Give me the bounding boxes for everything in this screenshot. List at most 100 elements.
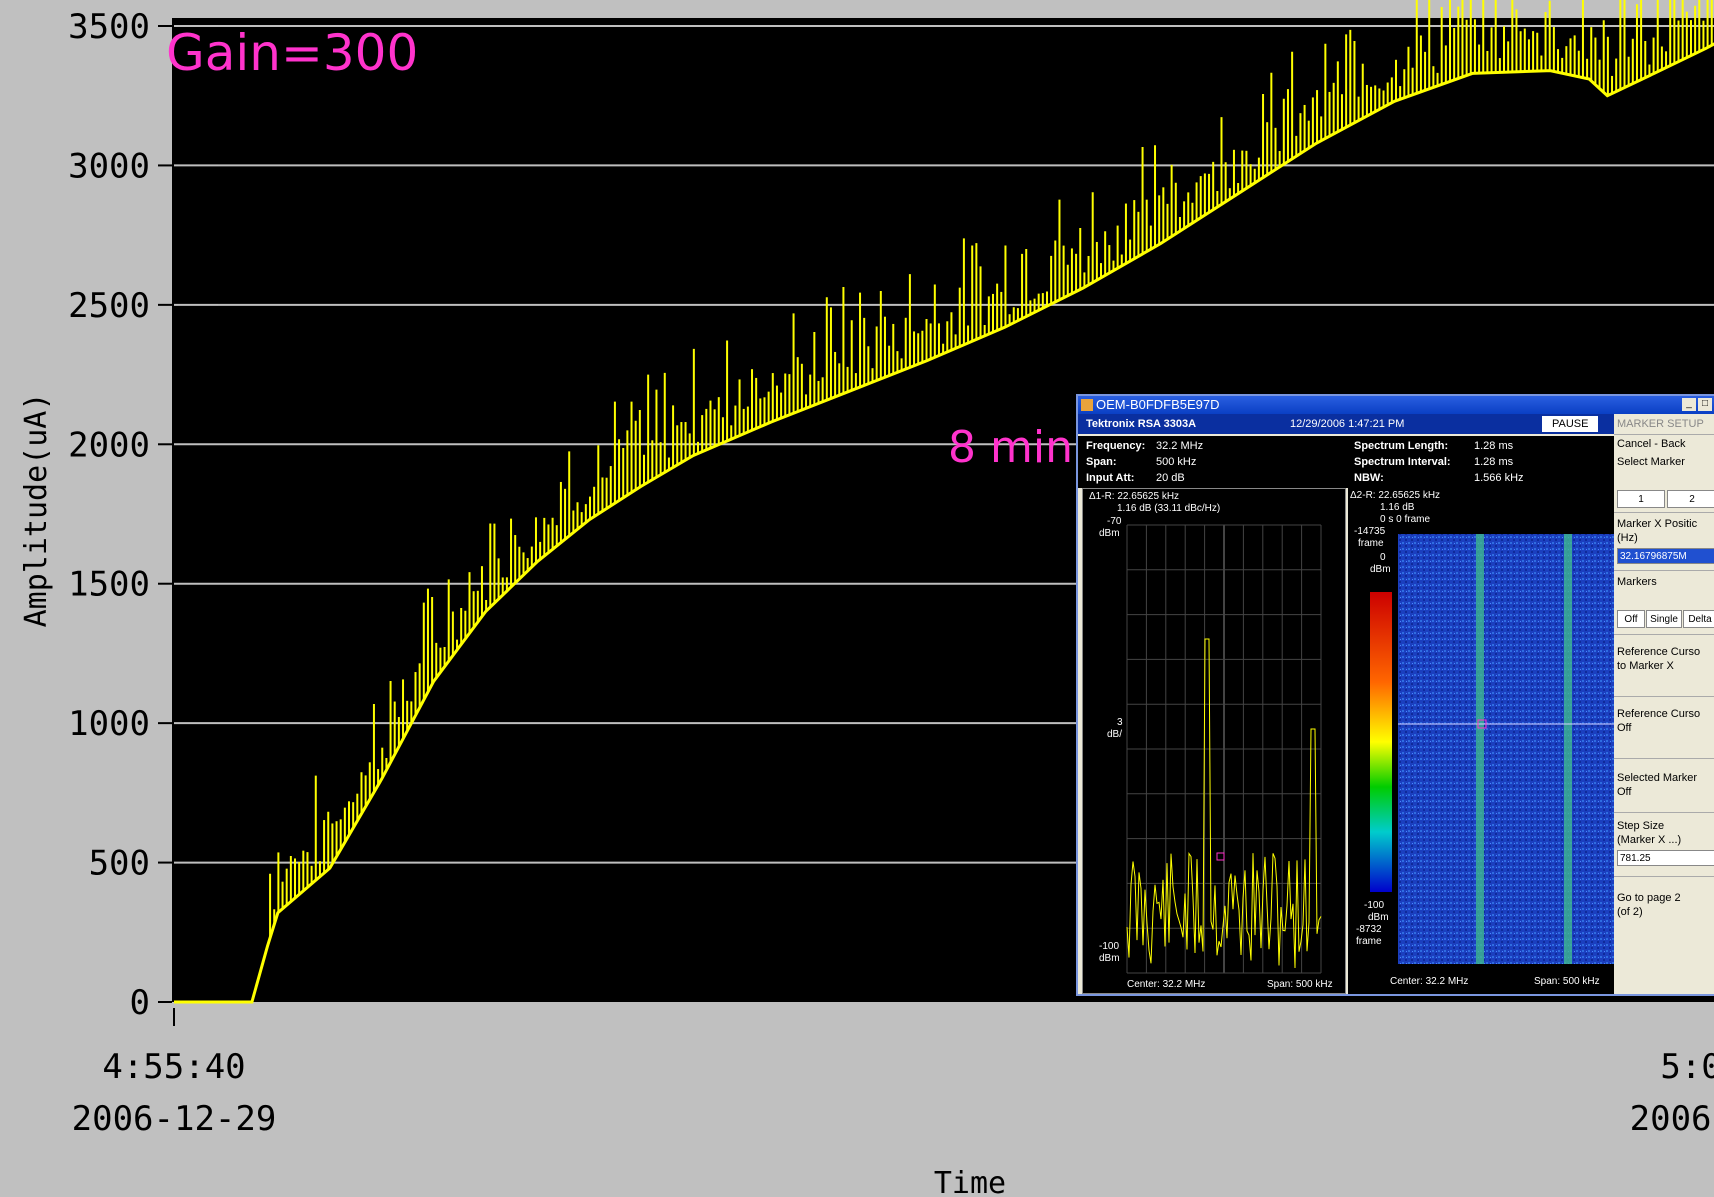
menu-separator	[1614, 512, 1714, 513]
spectrogram-level-top: 0	[1380, 552, 1386, 563]
y-tick-label: 2500	[68, 286, 150, 326]
spectrogram-marker-readout-1: Δ2-R: 22.65625 kHz	[1350, 490, 1441, 501]
menu-separator	[1614, 812, 1714, 813]
spectrogram-frame-bottom-unit: frame	[1356, 936, 1382, 947]
inset-titlebar: OEM-B0FDFB5E97D _ □	[1078, 396, 1714, 414]
time-annotation: 8 min	[948, 422, 1073, 473]
spectrum-plot	[1126, 524, 1322, 974]
spectrum-trace	[1126, 638, 1322, 969]
menu-separator	[1614, 876, 1714, 877]
step-size-field[interactable]: 781.25	[1617, 850, 1714, 866]
menu-header: MARKER SETUP	[1614, 414, 1714, 435]
spectrogram-plot	[1370, 534, 1614, 964]
spectrum-center: Center: 32.2 MHz	[1127, 979, 1206, 990]
info-spectrum-interval-value: 1.28 ms	[1474, 456, 1514, 468]
markers-single-button[interactable]: Single	[1646, 610, 1682, 628]
x-axis-title: Time	[934, 1166, 1006, 1197]
info-input-att-key: Input Att:	[1086, 472, 1135, 484]
info-spectrum-interval-key: Spectrum Interval:	[1354, 456, 1451, 468]
spectrogram-frame-bottom: -8732	[1356, 924, 1382, 935]
instrument-datetime: 12/29/2006 1:47:21 PM	[1290, 418, 1405, 430]
spectrum-top-unit: dBm	[1099, 528, 1120, 539]
minimize-icon[interactable]: _	[1682, 398, 1696, 411]
spectrum-marker-readout-1: Δ1-R: 22.65625 kHz	[1089, 491, 1180, 502]
info-input-att-value: 20 dB	[1156, 472, 1185, 484]
menu-separator	[1614, 570, 1714, 571]
spectrogram-signal-line-1	[1476, 534, 1484, 964]
marker-setup-menu: MARKER SETUP Cancel - Back Select Marker…	[1614, 414, 1714, 994]
menu-separator	[1614, 696, 1714, 697]
go-to-page-button[interactable]: Go to page 2	[1617, 892, 1681, 904]
spectrum-marker	[1216, 852, 1225, 861]
y-axis: 0 500 1000 1500 2000 2500 3000 3500	[68, 7, 172, 1023]
y-tick-label: 1500	[68, 565, 150, 605]
markers-label: Markers	[1617, 576, 1657, 588]
select-marker-label: Select Marker	[1617, 456, 1685, 468]
x-tick-time-label: 5:05:40	[1660, 1047, 1714, 1087]
selected-marker-button[interactable]: Selected Marker	[1617, 772, 1698, 784]
info-nbw-key: NBW:	[1354, 472, 1384, 484]
info-nbw-value: 1.566 kHz	[1474, 472, 1524, 484]
spectrum-scale: 3	[1117, 717, 1123, 728]
y-tick-label: 0	[130, 983, 150, 1023]
spectrogram-level-bottom-unit: dBm	[1368, 912, 1389, 923]
spectrum-marker-readout-2: 1.16 dB (33.11 dBc/Hz)	[1117, 503, 1221, 514]
markers-off-button[interactable]: Off	[1617, 610, 1645, 628]
reference-cursor-off-sub: Off	[1617, 722, 1632, 734]
info-spectrum-length-key: Spectrum Length:	[1354, 440, 1449, 452]
y-tick-label: 1000	[68, 704, 150, 744]
info-frequency-value: 32.2 MHz	[1156, 440, 1204, 452]
spectrogram-marker-readout-2: 1.16 dB	[1380, 502, 1415, 513]
spectrogram-image	[1398, 534, 1614, 964]
measurement-info: Frequency: 32.2 MHz Span: 500 kHz Input …	[1078, 436, 1614, 488]
spectrum-grid	[1126, 524, 1322, 974]
go-to-page-sub: (of 2)	[1617, 906, 1643, 918]
instrument-name: Tektronix RSA 3303A	[1086, 418, 1197, 430]
spectrogram-marker-readout-3: 0 s 0 frame	[1380, 514, 1431, 525]
spectrogram-span: Span: 500 kHz	[1534, 976, 1600, 987]
spectrum-analyzer-window: OEM-B0FDFB5E97D _ □ Tektronix RSA 3303A …	[1076, 394, 1714, 996]
spectrum-panel: Δ1-R: 22.65625 kHz 1.16 dB (33.11 dBc/Hz…	[1082, 488, 1346, 994]
marker-1-button[interactable]: 1	[1617, 490, 1665, 508]
window-controls: _ □	[1682, 398, 1712, 411]
info-span-key: Span:	[1086, 456, 1117, 468]
marker-2-button[interactable]: 2	[1667, 490, 1714, 508]
markers-delta-button[interactable]: Delta	[1683, 610, 1714, 628]
marker-x-position-label: Marker X Positic	[1617, 518, 1698, 530]
spectrum-span: Span: 500 kHz	[1267, 979, 1333, 990]
menu-separator	[1614, 634, 1714, 635]
info-span-value: 500 kHz	[1156, 456, 1197, 468]
series-noise-spikes	[269, 0, 1713, 938]
cancel-back-button[interactable]: Cancel - Back	[1617, 438, 1686, 450]
spectrogram-colorbar	[1370, 592, 1392, 892]
spectrogram-marker	[1477, 719, 1487, 729]
y-tick-label: 3000	[68, 146, 150, 186]
grid	[174, 25, 1714, 864]
spectrogram-panel: Δ2-R: 22.65625 kHz 1.16 dB 0 s 0 frame -…	[1348, 488, 1614, 994]
x-tick-time-label: 4:55:40	[102, 1047, 245, 1087]
y-tick-label: 3500	[68, 7, 150, 47]
spectrum-bottom-unit: dBm	[1099, 953, 1120, 964]
spectrogram-level-bottom: -100	[1364, 900, 1385, 911]
info-spectrum-length-value: 1.28 ms	[1474, 440, 1514, 452]
spectrogram-center: Center: 32.2 MHz	[1390, 976, 1469, 987]
pause-button[interactable]: PAUSE	[1542, 416, 1599, 432]
spectrum-scale-unit: dB/	[1107, 729, 1123, 740]
reference-cursor-to-marker-button[interactable]: Reference Curso	[1617, 646, 1701, 658]
reference-cursor-to-marker-sub: to Marker X	[1617, 660, 1674, 672]
y-tick-label: 500	[89, 844, 150, 884]
spectrogram-signal-line-2	[1564, 534, 1572, 964]
marker-x-unit: (Hz)	[1617, 532, 1638, 544]
spectrogram-frame-top: -14735	[1354, 526, 1386, 537]
y-tick-label: 2000	[68, 425, 150, 465]
x-tick-date-label: 2006-12-29	[72, 1099, 277, 1139]
step-size-sub: (Marker X ...)	[1617, 834, 1682, 846]
y-axis-title: Amplitude(uA)	[19, 393, 54, 628]
info-frequency-key: Frequency:	[1086, 440, 1146, 452]
selected-marker-sub: Off	[1617, 786, 1632, 798]
reference-cursor-off-button[interactable]: Reference Curso	[1617, 708, 1701, 720]
gain-annotation: Gain=300	[166, 24, 418, 82]
spectrogram-level-top-unit: dBm	[1370, 564, 1391, 575]
marker-x-position-field[interactable]: 32.16796875M	[1617, 548, 1714, 564]
maximize-icon[interactable]: □	[1698, 398, 1712, 411]
